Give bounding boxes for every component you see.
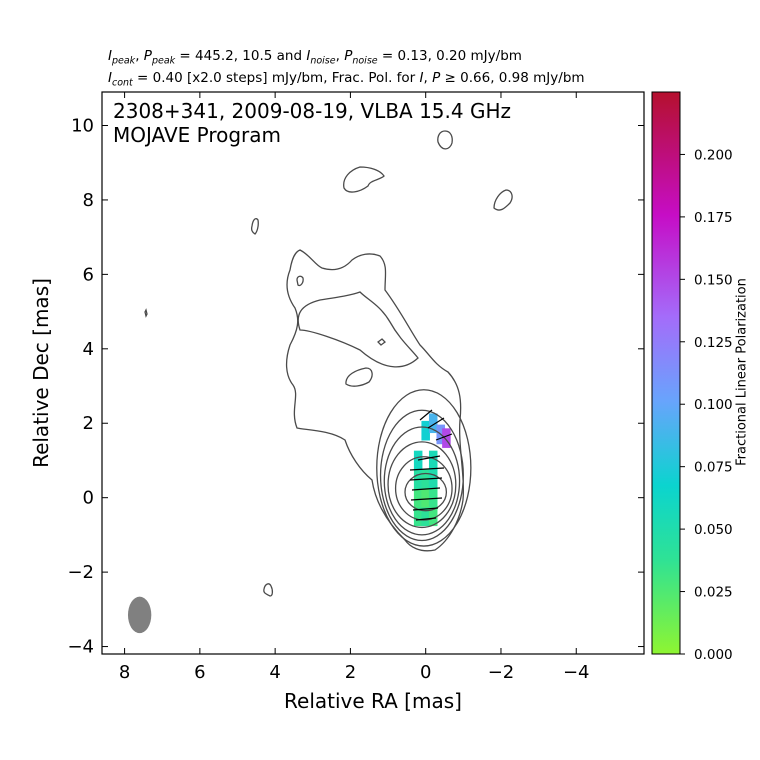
x-axis-label: Relative RA [mas] (284, 689, 462, 713)
colorbar-tick-label: 0.075 (694, 460, 733, 476)
blob-w-contour (250, 218, 259, 235)
pol-pixel-5 (428, 487, 438, 508)
core-contour-3 (383, 426, 461, 536)
blob-s-contour (263, 583, 274, 597)
pol-pixel-3 (413, 487, 423, 508)
x-tick-label: 2 (345, 662, 356, 683)
core-contour-0 (404, 472, 448, 512)
y-tick-label: −4 (67, 637, 94, 658)
y-tick-label: 2 (83, 413, 94, 434)
pol-pixel-2 (428, 506, 438, 527)
core-contour-5 (376, 389, 472, 547)
outer-contour (285, 249, 465, 552)
x-tick-label: −2 (488, 662, 515, 683)
pol-pixel-10 (428, 450, 438, 471)
pol-pixel-4 (421, 487, 430, 508)
pol-pixel-11 (421, 420, 430, 441)
y-tick-label: 10 (71, 115, 94, 136)
y-tick-label: 0 (83, 488, 94, 509)
blob-dot-contour (144, 308, 148, 318)
y-tick-label: −2 (67, 562, 94, 583)
colorbar-tick-label: 0.025 (694, 585, 733, 601)
core-contour-1 (394, 456, 453, 521)
blob-tiny-contour (377, 338, 386, 346)
blob-small-contour (296, 275, 304, 287)
plot-frame (101, 91, 645, 655)
colorbar-tick-label: 0.150 (694, 272, 733, 288)
colorbar-ticks: 0.000 0.025 0.050 0.075 0.100 0.125 0.150 0.175… (680, 147, 733, 663)
beam-layer (127, 596, 152, 634)
y-axis: −4 −2 0 2 4 6 8 10 (67, 115, 644, 658)
colorbar-tick-label: 0.000 (694, 647, 733, 663)
colorbar-label: Fractional Linear Polarization (734, 278, 750, 466)
blob-ne-contour (437, 130, 453, 150)
header-line-1: Ipeak, Ppeak = 445.2, 10.5 and Inoise, P… (108, 48, 522, 67)
core-contour-4 (379, 409, 464, 542)
x-axis: 8 6 4 2 0 −2 −4 (119, 92, 590, 683)
pol-pixel-12 (428, 413, 438, 434)
colorbar-tick-label: 0.125 (694, 335, 733, 351)
blob-contour (345, 367, 373, 387)
x-tick-label: 6 (194, 662, 205, 683)
colorbar-tick-label: 0.100 (694, 397, 733, 413)
x-tick-label: 4 (269, 662, 280, 683)
core-contour-layer (376, 389, 472, 547)
colorbar (651, 91, 681, 655)
x-tick-label: 8 (119, 662, 130, 683)
blob-north-contour (343, 166, 385, 193)
jet-contours (144, 130, 513, 597)
chart-subtitle: MOJAVE Program (113, 123, 281, 147)
colorbar-tick-label: 0.175 (694, 210, 733, 226)
y-tick-label: 4 (83, 339, 94, 360)
pol-pixel-14 (442, 428, 451, 448)
colorbar-tick-label: 0.200 (694, 147, 733, 163)
y-tick-label: 8 (83, 190, 94, 211)
x-tick-label: −4 (563, 662, 590, 683)
evpa-ticks-layer (409, 409, 453, 521)
inner-jet-contour (297, 291, 419, 368)
pol-pixel-1 (421, 506, 430, 527)
header-line-2: Icont = 0.40 [x2.0 steps] mJy/bm, Frac. … (108, 70, 585, 89)
core-contour-2 (387, 441, 457, 529)
chart-title: 2308+341, 2009-08-19, VLBA 15.4 GHz (113, 99, 511, 123)
blob-se-contour (493, 189, 513, 211)
x-tick-label: 0 (420, 662, 431, 683)
colorbar-tick-label: 0.050 (694, 522, 733, 538)
pol-pixel-0 (413, 506, 423, 527)
restoring-beam (127, 596, 152, 634)
y-tick-label: 6 (83, 264, 94, 285)
y-axis-label: Relative Dec [mas] (29, 278, 53, 468)
